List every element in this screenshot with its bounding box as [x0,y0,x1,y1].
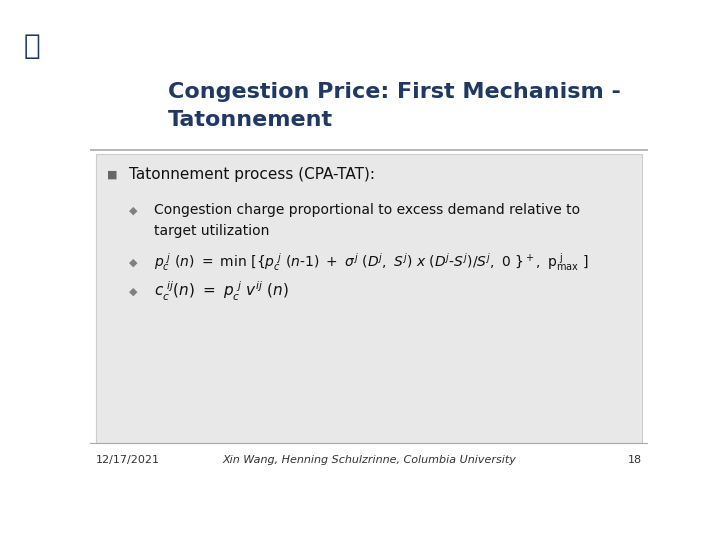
Text: Tatonnement: Tatonnement [168,110,333,130]
Text: 18: 18 [629,455,642,465]
Text: ◆: ◆ [129,257,138,267]
Text: target utilization: target utilization [154,224,269,238]
Text: ◆: ◆ [129,286,138,296]
Text: Congestion charge proportional to excess demand relative to: Congestion charge proportional to excess… [154,204,580,217]
Text: 🏛: 🏛 [24,32,41,60]
FancyBboxPatch shape [90,65,648,156]
Text: Tatonnement process (CPA-TAT):: Tatonnement process (CPA-TAT): [129,167,375,183]
Text: 12/17/2021: 12/17/2021 [96,455,160,465]
Text: Congestion Price: First Mechanism -: Congestion Price: First Mechanism - [168,82,621,102]
Text: ◆: ◆ [129,205,138,215]
Text: $c_c^{\ ij}(n)\ =\ p_c^{\ j}\ v^{ij}\ (n)$: $c_c^{\ ij}(n)\ =\ p_c^{\ j}\ v^{ij}\ (n… [154,280,289,303]
FancyBboxPatch shape [96,154,642,443]
Text: Xin Wang, Henning Schulzrinne, Columbia University: Xin Wang, Henning Schulzrinne, Columbia … [222,455,516,465]
Text: ■: ■ [107,170,117,180]
Text: $p_c^{\ j}\ (n)\ =\ \mathrm{min}\ [\{p_c^{\ j}\ (n\text{-}1)\ +\ \sigma^j\ (D^j,: $p_c^{\ j}\ (n)\ =\ \mathrm{min}\ [\{p_c… [154,251,589,273]
